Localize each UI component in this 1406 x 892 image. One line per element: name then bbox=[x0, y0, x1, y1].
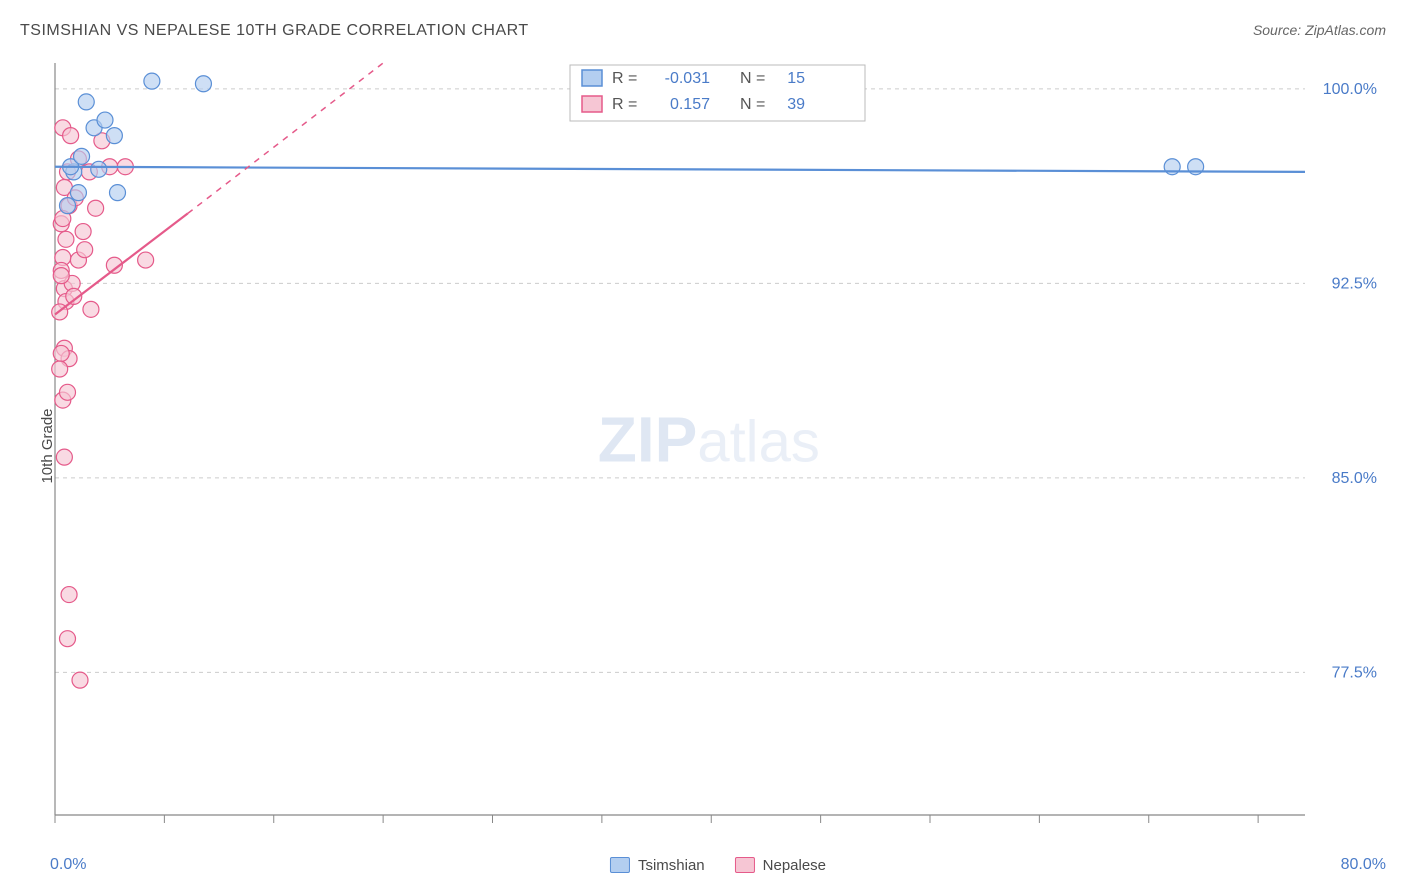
scatter-point bbox=[53, 268, 69, 284]
scatter-point bbox=[56, 449, 72, 465]
scatter-point bbox=[195, 76, 211, 92]
swatch-nepalese bbox=[735, 857, 755, 873]
scatter-point bbox=[70, 185, 86, 201]
chart-svg: 77.5% 85.0% 92.5% 100.0% ZIPatlas R = -0.031 N … bbox=[50, 55, 1386, 837]
scatter-point bbox=[88, 200, 104, 216]
scatter-point bbox=[75, 224, 91, 240]
scatter-point bbox=[60, 384, 76, 400]
legend-label-tsimshian: Tsimshian bbox=[638, 857, 705, 874]
legend-label-nepalese: Nepalese bbox=[763, 857, 826, 874]
scatter-point bbox=[72, 672, 88, 688]
scatter-point bbox=[77, 242, 93, 258]
stat-n-value: 39 bbox=[787, 96, 805, 113]
legend-item-tsimshian: Tsimshian bbox=[610, 857, 705, 874]
scatter-point bbox=[138, 252, 154, 268]
trend-line-dashed bbox=[188, 63, 383, 213]
swatch-tsimshian bbox=[610, 857, 630, 873]
stat-n-value: 15 bbox=[787, 70, 805, 87]
watermark: ZIPatlas bbox=[598, 404, 820, 476]
y-tick-label: 100.0% bbox=[1323, 81, 1377, 98]
stat-swatch bbox=[582, 70, 602, 86]
source-label: Source: ZipAtlas.com bbox=[1253, 22, 1386, 38]
scatter-point bbox=[52, 361, 68, 377]
scatter-point bbox=[58, 231, 74, 247]
scatter-point bbox=[78, 94, 94, 110]
stat-r-value: 0.157 bbox=[670, 96, 710, 113]
scatter-point bbox=[53, 345, 69, 361]
stat-r-value: -0.031 bbox=[665, 70, 710, 87]
scatter-point bbox=[74, 148, 90, 164]
stat-r-label: R = bbox=[612, 70, 637, 87]
scatter-point bbox=[110, 185, 126, 201]
chart-title: TSIMSHIAN VS NEPALESE 10TH GRADE CORRELA… bbox=[20, 22, 529, 40]
scatter-point bbox=[60, 631, 76, 647]
y-tick-label: 92.5% bbox=[1332, 275, 1377, 292]
stat-n-label: N = bbox=[740, 70, 765, 87]
scatter-point bbox=[83, 301, 99, 317]
y-tick-label: 77.5% bbox=[1332, 664, 1377, 681]
legend-item-nepalese: Nepalese bbox=[735, 857, 826, 874]
scatter-point bbox=[106, 128, 122, 144]
scatter-point bbox=[63, 128, 79, 144]
x-axis-max-label: 80.0% bbox=[1341, 856, 1386, 874]
scatter-point bbox=[60, 198, 76, 214]
y-tick-label: 85.0% bbox=[1332, 470, 1377, 487]
bottom-legend: Tsimshian Nepalese bbox=[610, 857, 826, 874]
stat-swatch bbox=[582, 96, 602, 112]
scatter-point bbox=[61, 587, 77, 603]
x-axis-min-label: 0.0% bbox=[50, 856, 86, 874]
scatter-point bbox=[91, 161, 107, 177]
scatter-point bbox=[97, 112, 113, 128]
trend-line bbox=[55, 167, 1305, 172]
scatter-point bbox=[144, 73, 160, 89]
chart-area: 77.5% 85.0% 92.5% 100.0% ZIPatlas R = -0.031 N … bbox=[50, 55, 1386, 837]
stat-r-label: R = bbox=[612, 96, 637, 113]
stat-n-label: N = bbox=[740, 96, 765, 113]
